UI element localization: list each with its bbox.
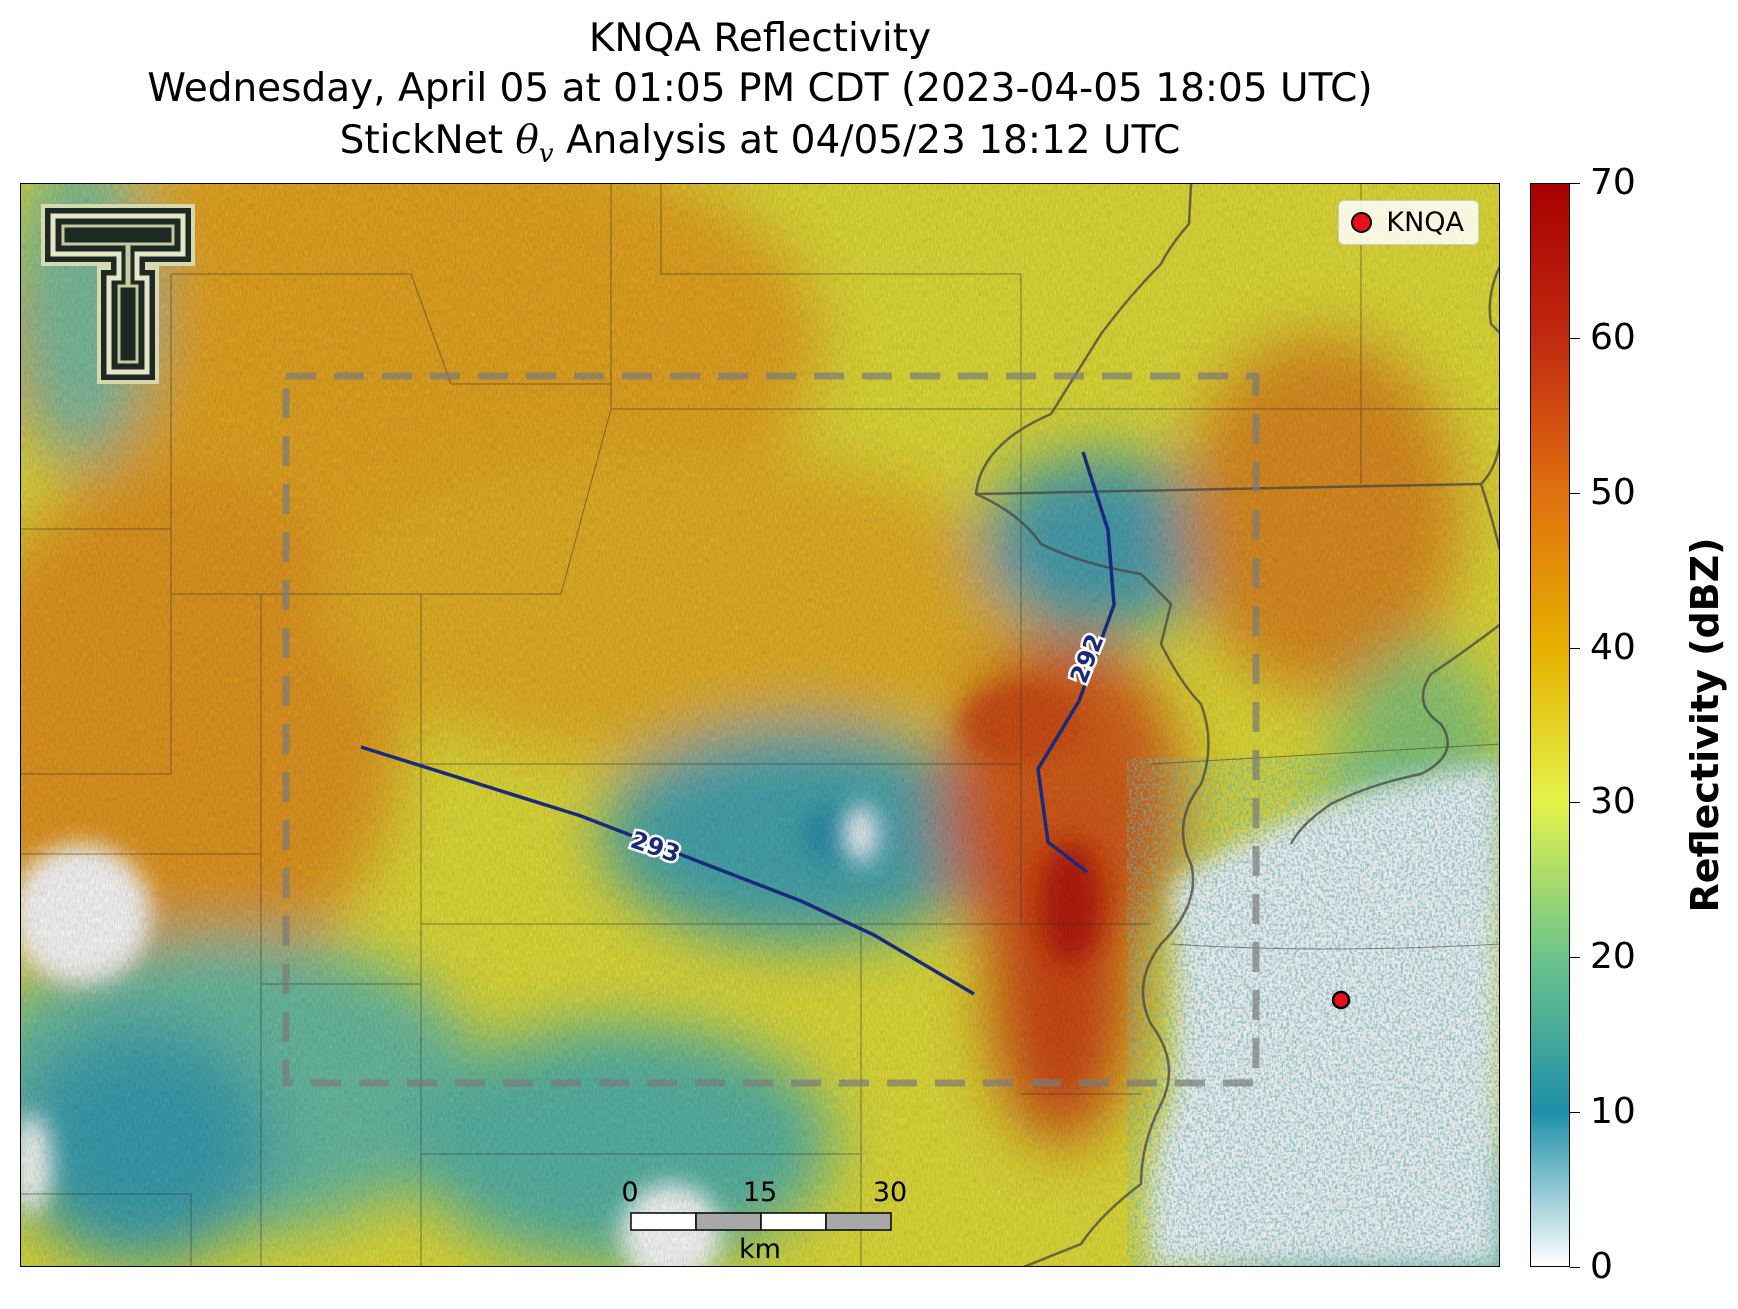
colorbar-label: Reflectivity (dBZ) — [1683, 537, 1727, 913]
radar-site-legend-marker — [1351, 212, 1373, 233]
colorbar-tick-label: 50 — [1590, 471, 1636, 513]
colorbar-tick-mark — [1570, 647, 1580, 649]
radar-map[interactable]: 293 292 KNQA — [20, 183, 1500, 1267]
county-boundaries — [21, 184, 1499, 1266]
radar-site-marker[interactable] — [1331, 990, 1351, 1010]
radar-site-legend-label: KNQA — [1386, 207, 1464, 238]
scale-bar-tick-30: 30 — [872, 1177, 908, 1208]
chart-subtitle-analysis: StickNet θv Analysis at 04/05/23 18:12 U… — [339, 118, 1181, 169]
colorbar-tick-mark — [1570, 1112, 1580, 1114]
colorbar-tick-mark — [1570, 183, 1580, 184]
reflectivity-colorbar — [1530, 183, 1570, 1267]
chart-title: KNQA Reflectivity — [588, 16, 932, 61]
colorbar-tick-mark — [1570, 337, 1580, 339]
texas-tech-double-t-logo — [41, 204, 195, 384]
contour-293-line — [360, 745, 975, 996]
colorbar-tick-label: 70 — [1590, 162, 1636, 203]
colorbar-tick-mark — [1570, 802, 1580, 804]
colorbar-tick-mark — [1570, 1267, 1580, 1268]
colorbar-tick-label: 0 — [1590, 1246, 1613, 1287]
reflectivity-field — [21, 184, 1499, 1266]
state-boundary — [974, 184, 1499, 1266]
scale-bar-tick-15: 15 — [742, 1177, 778, 1208]
map-legend: KNQA — [1338, 200, 1479, 245]
contour-292-line — [1036, 451, 1116, 874]
scale-bar-tick-0: 0 — [621, 1177, 639, 1208]
colorbar-tick-label: 60 — [1590, 316, 1636, 358]
chart-subtitle-time: Wednesday, April 05 at 01:05 PM CDT (202… — [147, 66, 1373, 111]
colorbar-tick-label: 30 — [1590, 781, 1636, 823]
colorbar-tick-label: 10 — [1590, 1091, 1636, 1133]
colorbar-tick-mark — [1570, 957, 1580, 959]
colorbar-tick-label: 20 — [1590, 936, 1636, 978]
scale-bar-unit: km — [739, 1234, 781, 1265]
colorbar-tick-mark — [1570, 492, 1580, 494]
scale-bar — [630, 1212, 892, 1231]
colorbar-tick-label: 40 — [1590, 626, 1636, 668]
analysis-domain-box — [282, 372, 1260, 1087]
